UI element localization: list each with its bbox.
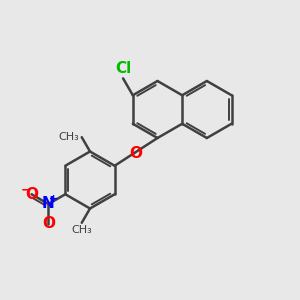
Text: −: − [21, 183, 32, 196]
Text: O: O [42, 216, 55, 231]
Text: O: O [25, 187, 38, 202]
Text: CH₃: CH₃ [71, 225, 92, 235]
Text: Cl: Cl [115, 61, 131, 76]
Text: CH₃: CH₃ [58, 132, 79, 142]
Text: N: N [42, 196, 55, 211]
Text: +: + [49, 194, 58, 204]
Text: O: O [129, 146, 142, 161]
